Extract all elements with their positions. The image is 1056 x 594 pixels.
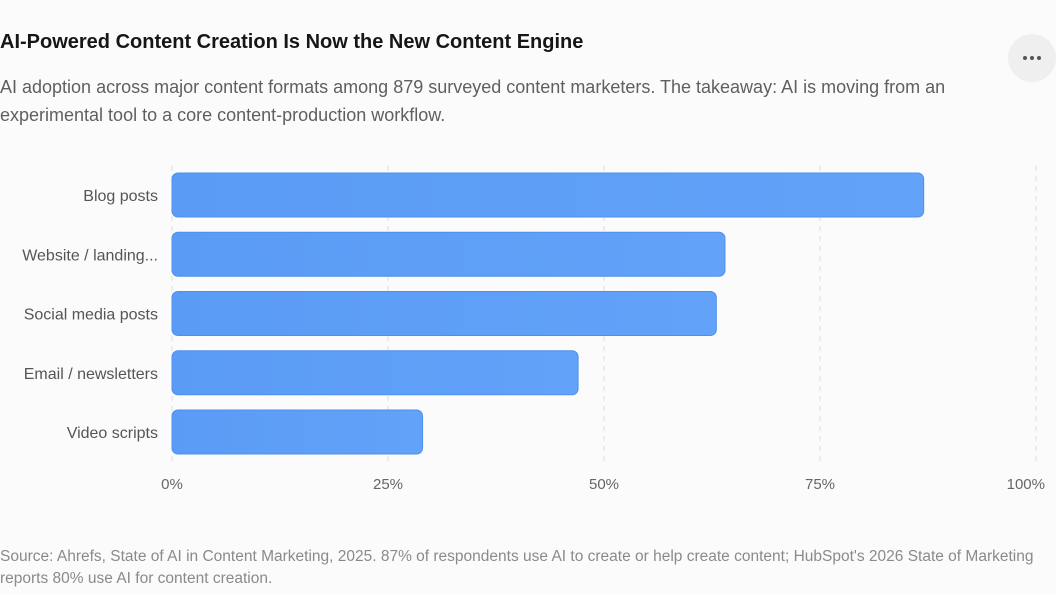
tick-label-100: 100% bbox=[1007, 476, 1045, 493]
tick-label-50: 50% bbox=[589, 476, 619, 493]
category-label-3: Social media posts bbox=[24, 307, 158, 324]
category-label-2: Website / landing... bbox=[22, 247, 158, 264]
tick-label-0: 0% bbox=[161, 476, 183, 493]
tick-label-75: 75% bbox=[805, 476, 835, 493]
tick-label-25: 25% bbox=[373, 476, 403, 493]
bar-chart: Blog posts Website / landing... Social med… bbox=[22, 166, 1045, 493]
bar-4[interactable] bbox=[171, 350, 579, 396]
bar-5[interactable] bbox=[171, 409, 424, 455]
category-labels: Blog posts Website / landing... Social med… bbox=[22, 188, 158, 442]
source-note: Source: Ahrefs, State of AI in Content M… bbox=[0, 548, 1034, 587]
category-label-4: Email / newsletters bbox=[24, 366, 158, 383]
category-label-5: Video scripts bbox=[67, 425, 158, 442]
chart-subtitle: AI adoption across major content formats… bbox=[0, 77, 946, 125]
category-label-1: Blog posts bbox=[83, 188, 158, 205]
more-options-button[interactable] bbox=[1008, 34, 1056, 82]
more-horizontal-icon bbox=[1023, 56, 1041, 60]
bars bbox=[171, 172, 925, 455]
chart-title: AI-Powered Content Creation Is Now the N… bbox=[0, 31, 584, 53]
bar-1[interactable] bbox=[171, 172, 925, 218]
bar-2[interactable] bbox=[171, 231, 726, 277]
bar-3[interactable] bbox=[171, 291, 717, 336]
x-axis-ticks: 0% 25% 50% 75% 100% bbox=[161, 476, 1045, 493]
